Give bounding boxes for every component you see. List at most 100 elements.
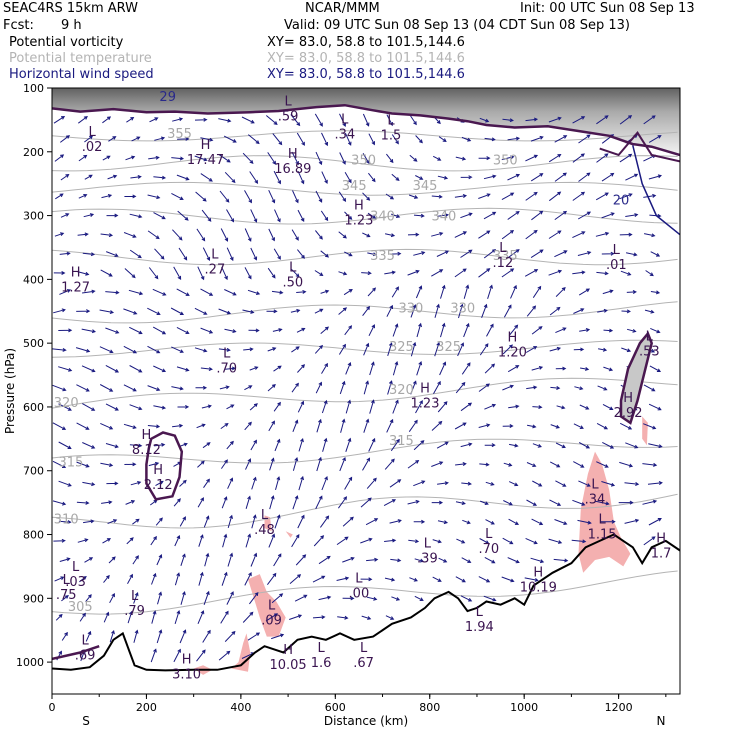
wind-arrow-45 <box>507 136 521 141</box>
wind-arrow-335 <box>598 347 608 352</box>
wind-arrow-4 <box>149 117 159 123</box>
wind-arrow-289 <box>129 326 143 335</box>
wind-arrow-229 <box>548 269 563 276</box>
pv-extremum-letter-29: L <box>387 114 395 129</box>
pv-extremum-letter-33: L <box>317 641 325 656</box>
wind-arrow-509 <box>413 480 426 487</box>
wind-arrow-514 <box>532 480 543 487</box>
wind-arrow-528 <box>245 495 251 509</box>
wind-arrow-370 <box>195 385 208 390</box>
wind-arrow-177 <box>548 230 562 239</box>
wind-arrow-11 <box>314 113 323 127</box>
wind-arrow-581 <box>268 533 276 548</box>
wind-arrow-185 <box>129 249 142 259</box>
pv-extremum-letter-20: L <box>131 589 139 604</box>
wind-arrow-384 <box>526 385 538 390</box>
wind-arrow-517 <box>601 481 616 487</box>
wind-arrow-593 <box>548 538 563 544</box>
wind-arrow-590 <box>479 538 490 544</box>
wind-arrow-413 <box>602 403 614 410</box>
isentrope-6 <box>52 339 678 358</box>
wind-arrow-636 <box>478 576 491 583</box>
wind-arrow-28 <box>108 136 117 142</box>
wind-arrow-121 <box>454 194 468 198</box>
field-pv-xy: XY= 83.0, 58.8 to 101.5,144.6 <box>267 35 465 50</box>
wind-arrow-59 <box>218 153 231 163</box>
wind-arrow-114 <box>292 190 299 204</box>
x-tick-label-1: 200 <box>136 701 157 714</box>
wind-arrow-194 <box>344 251 353 257</box>
wind-arrow-452 <box>298 438 304 452</box>
wind-arrow-619 <box>79 575 87 583</box>
isentrope-label-9: 330 <box>398 302 423 317</box>
wind-arrow-507 <box>366 477 377 489</box>
wind-arrow-606 <box>295 554 307 566</box>
wind-arrow-558 <box>342 516 354 527</box>
wind-arrow-42 <box>438 136 447 142</box>
wind-arrow-549 <box>132 518 140 525</box>
wind-arrow-470 <box>100 462 114 467</box>
wind-arrow-18 <box>479 117 490 123</box>
wind-arrow-135 <box>177 210 189 221</box>
wind-arrow-5 <box>172 117 184 122</box>
wind-arrow-608 <box>342 557 355 563</box>
x-tick-label-5: 1000 <box>510 701 538 714</box>
wind-arrow-583 <box>313 535 325 547</box>
wind-arrow-412 <box>579 404 590 410</box>
isentrope-label-3: 345 <box>342 179 367 194</box>
wind-speed-label-1: 20 <box>613 194 630 209</box>
wind-arrow-503 <box>275 476 281 491</box>
y-tick-label-9: 1000 <box>16 656 44 669</box>
wind-arrow-395 <box>177 404 190 409</box>
wind-arrow-467 <box>648 443 663 449</box>
wind-arrow-43 <box>461 136 472 142</box>
wind-arrow-474 <box>197 460 205 468</box>
wind-arrow-613 <box>461 557 472 563</box>
wind-arrow-652 <box>366 596 378 601</box>
wind-arrow-288 <box>105 327 120 334</box>
wind-arrow-375 <box>315 381 322 394</box>
wind-arrow-272 <box>338 307 348 315</box>
wind-arrow-586 <box>384 538 397 543</box>
wind-arrow-623 <box>174 572 181 586</box>
pv-extremum-value-5: .50 <box>282 275 303 290</box>
isentrope-label-13: 320 <box>54 396 79 411</box>
wind-arrow-438 <box>573 423 584 429</box>
wind-arrow-116 <box>338 191 347 202</box>
wind-arrow-569 <box>600 519 616 524</box>
wind-arrow-347 <box>273 365 282 372</box>
wind-arrow-393 <box>129 404 143 411</box>
pv-extremum-letter-14: H <box>153 463 163 478</box>
wind-arrow-41 <box>415 135 423 144</box>
wind-arrow-594 <box>571 539 587 544</box>
wind-arrow-633 <box>409 577 418 582</box>
wind-arrow-316 <box>147 345 161 354</box>
pv-extremum-value-21: .00 <box>349 587 370 602</box>
wind-arrow-262 <box>99 309 115 314</box>
wind-arrow-244 <box>296 289 307 294</box>
wind-arrow-625 <box>221 571 228 586</box>
wind-arrow-620 <box>103 574 110 583</box>
wind-arrow-628 <box>289 574 302 584</box>
wind-arrow-673 <box>85 630 92 642</box>
wind-arrow-186 <box>154 248 165 260</box>
wind-arrow-84 <box>200 173 213 182</box>
wind-arrow-330 <box>479 343 489 356</box>
wind-arrow-8 <box>241 116 255 124</box>
pv-extremum-letter-26: H <box>656 532 666 547</box>
wind-arrow-44 <box>484 137 496 142</box>
wind-arrow-580 <box>245 533 252 548</box>
wind-arrow-423 <box>220 422 229 430</box>
wind-arrow-191 <box>273 248 281 260</box>
x-tick-label-3: 600 <box>325 701 346 714</box>
pv-extremum-value-6: 1.27 <box>61 281 90 296</box>
wind-arrow-667 <box>289 614 303 620</box>
wind-arrow-454 <box>345 437 352 452</box>
wind-arrow-207 <box>650 251 661 257</box>
wind-arrow-294 <box>248 328 260 333</box>
wind-arrow-415 <box>648 403 662 411</box>
wind-arrow-145 <box>413 213 425 218</box>
wind-arrow-256 <box>578 288 590 296</box>
wind-arrow-102 <box>625 173 639 181</box>
